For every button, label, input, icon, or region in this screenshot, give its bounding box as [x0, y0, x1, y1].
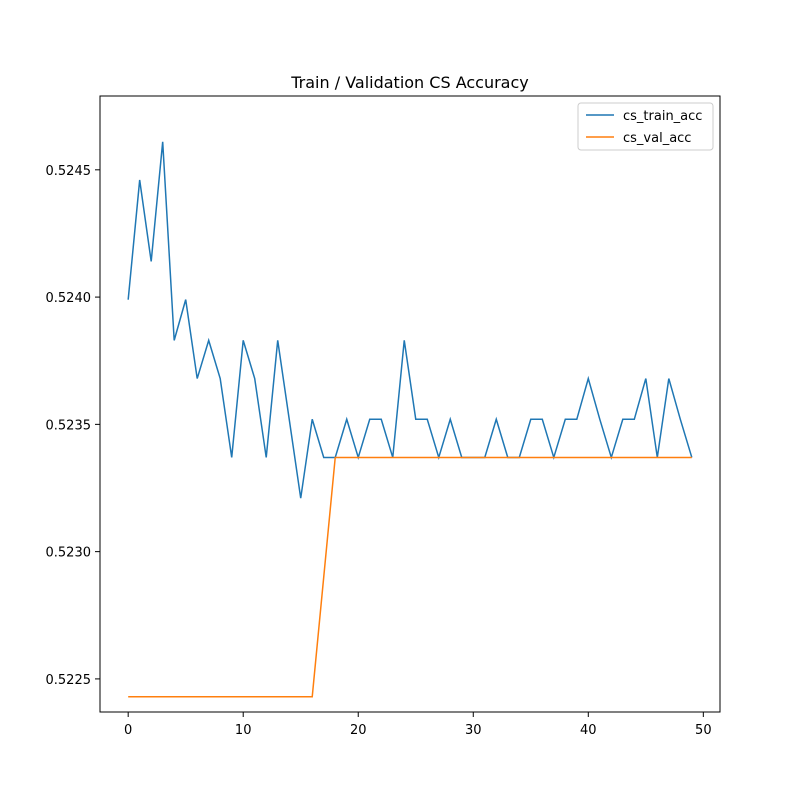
y-tick-label: 0.5235	[46, 418, 92, 433]
series-layer	[127, 141, 693, 698]
y-axis: 0.5225 0.5230 0.5235 0.5240 0.5245	[46, 164, 100, 688]
x-tick-label: 0	[124, 723, 132, 738]
x-tick-label: 30	[465, 723, 482, 738]
x-tick-label: 20	[350, 723, 367, 738]
y-tick-label: 0.5240	[46, 291, 92, 306]
plot-area	[99, 95, 721, 713]
x-axis: 0 10 20 30 40 50	[124, 712, 712, 738]
y-tick-label: 0.5225	[46, 673, 92, 688]
series-line-cs-val-acc	[128, 456, 692, 698]
y-tick-label: 0.5245	[46, 164, 92, 179]
legend-label-cs-train-acc: cs_train_acc	[623, 109, 702, 124]
legend-label-cs-val-acc: cs_val_acc	[623, 131, 691, 146]
x-tick-label: 10	[235, 723, 252, 738]
x-tick-label: 50	[695, 723, 712, 738]
series-line-cs-train-acc	[127, 141, 693, 499]
x-tick-label: 40	[580, 723, 597, 738]
y-tick-label: 0.5230	[46, 546, 92, 561]
legend: cs_train_acc cs_val_acc	[577, 102, 714, 151]
plot-frame	[99, 95, 721, 713]
chart-title: Train / Validation CS Accuracy	[290, 73, 529, 92]
